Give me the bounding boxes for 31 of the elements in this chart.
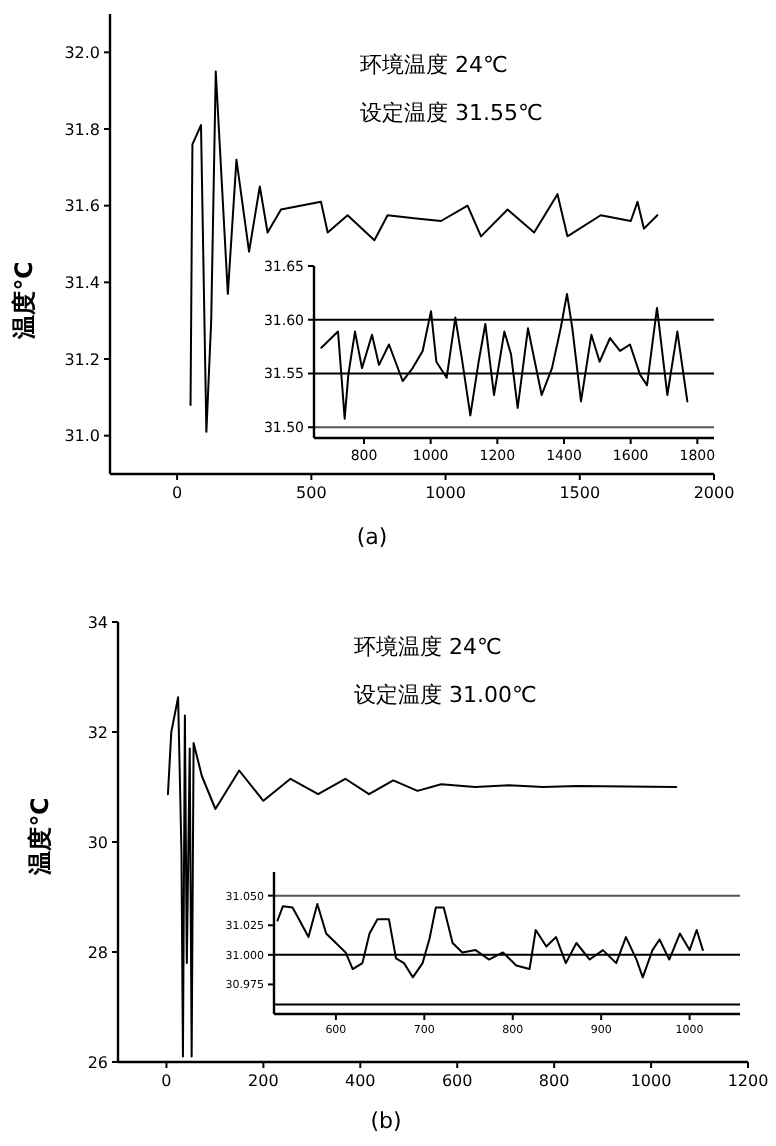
ylabel: 温度℃ [10, 261, 38, 339]
y-tick-label: 28 [87, 943, 108, 962]
y-tick-label: 26 [87, 1053, 108, 1072]
x-tick-label: 400 [345, 1072, 376, 1090]
x-tick-label: 0 [161, 1072, 172, 1090]
y-tick-label: 30 [87, 833, 108, 852]
annotation: 设定温度 31.00℃ [354, 682, 537, 708]
annotation: (a) [356, 524, 388, 550]
y-tick-label: 31.6 [64, 197, 100, 216]
ylabel: 温度℃ [26, 797, 54, 875]
x-tick-label: 0 [172, 484, 183, 502]
x-tick-label: 1500 [559, 484, 601, 502]
x-tick-label: 1200 [727, 1072, 769, 1090]
x-tick-label: 1000 [425, 484, 466, 502]
y-tick-label: 31.2 [64, 350, 100, 369]
y-tick-label: 32.0 [64, 43, 100, 62]
annotation: (b) [370, 1108, 402, 1134]
x-tick-label: 2000 [693, 484, 735, 502]
x-tick-label: 200 [248, 1072, 279, 1090]
annotation: 设定温度 31.55℃ [360, 100, 543, 126]
y-tick-label: 31.8 [64, 120, 100, 139]
x-tick-label: 600 [441, 1072, 473, 1090]
x-tick-label: 1000 [630, 1072, 672, 1090]
annotation: 环境温度 24℃ [354, 634, 502, 660]
x-tick-label: 500 [296, 484, 327, 502]
annotation: 环境温度 24℃ [360, 52, 508, 78]
y-tick-label: 31.4 [64, 273, 100, 292]
y-tick-label: 34 [87, 613, 108, 632]
y-tick-label: 31.0 [64, 427, 100, 446]
y-tick-label: 32 [87, 723, 108, 742]
x-tick-label: 800 [538, 1072, 570, 1090]
